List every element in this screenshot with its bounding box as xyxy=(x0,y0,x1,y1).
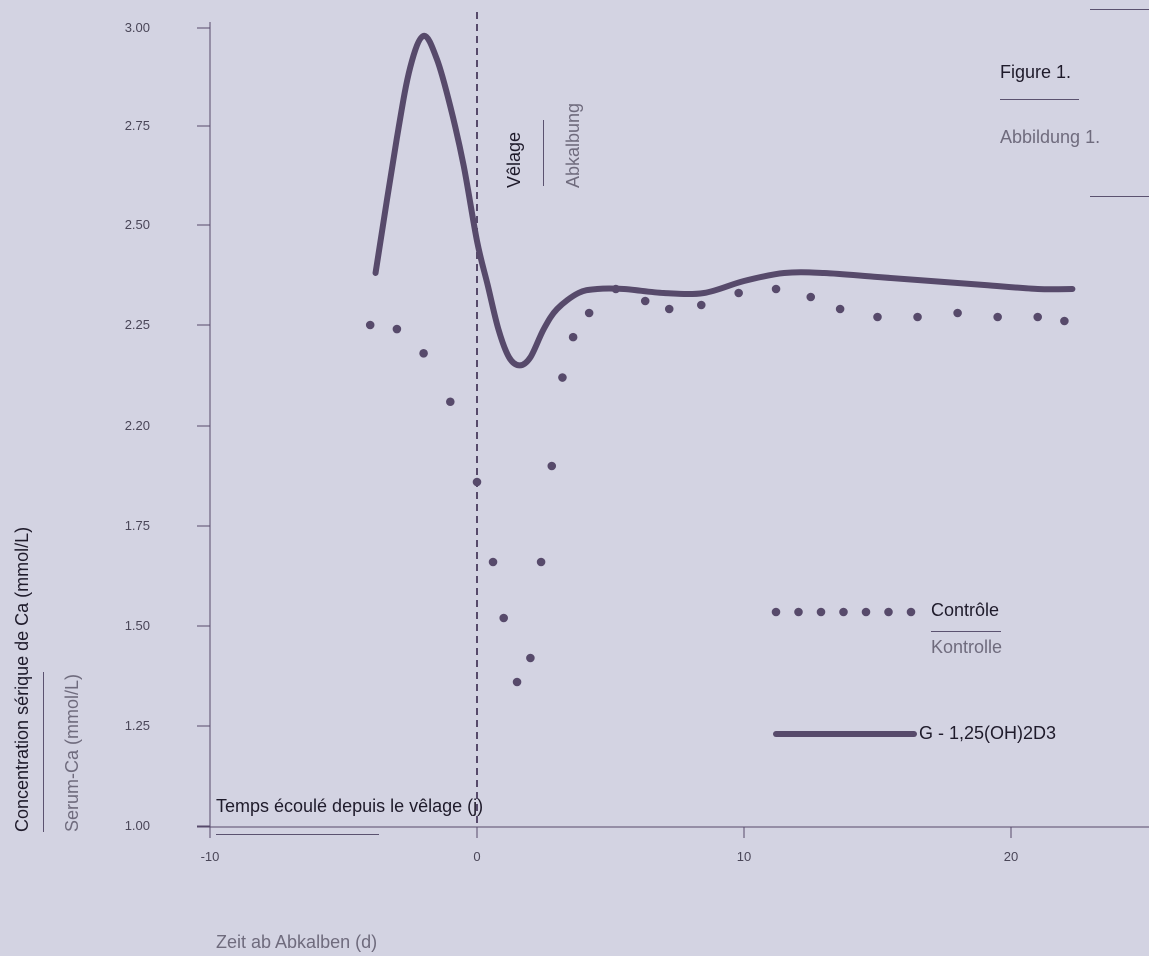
figure-bottom-rule xyxy=(1090,196,1149,197)
calving-annotation-label: Vêlage xyxy=(504,131,524,188)
series-control-point xyxy=(611,284,621,294)
legend-control-marker xyxy=(884,607,893,617)
legend-control-marker xyxy=(794,607,803,617)
y-tick-label: 1.00 xyxy=(125,818,150,833)
figure-title-divider xyxy=(1000,99,1079,100)
y-axis-title-de: Serum-Ca (mmol/L) xyxy=(62,673,82,832)
figure-top-rule xyxy=(1090,9,1149,10)
legend-treatment-label: G - 1,25(OH)2D3 xyxy=(919,723,1057,743)
legend-control-label-de: Kontrolle xyxy=(931,637,1003,657)
y-tick-label: 2.75 xyxy=(125,118,150,133)
series-treatment-line xyxy=(372,32,1076,369)
series-control-point xyxy=(488,557,498,567)
series-control-point xyxy=(953,308,962,318)
series-control-point xyxy=(1033,312,1042,322)
series-control-point xyxy=(568,332,578,342)
x-tick-label: 0 xyxy=(473,849,480,864)
series-control-point xyxy=(365,320,375,330)
legend-control-label: Contrôle xyxy=(931,600,1000,620)
y-axis-title-divider xyxy=(43,672,44,832)
y-tick-label: 1.75 xyxy=(125,518,150,533)
series-control-point xyxy=(499,613,509,623)
x-axis-title: Temps écoulé depuis le vêlage (j) xyxy=(216,796,484,816)
y-tick-label: 1.25 xyxy=(125,718,150,733)
series-control-point xyxy=(446,397,455,407)
series-control-point xyxy=(584,308,594,318)
x-tick-label: -10 xyxy=(201,849,220,864)
series-control-point xyxy=(392,324,402,334)
y-tick-label: 2.50 xyxy=(125,217,150,232)
x-tick-label: 10 xyxy=(737,849,751,864)
series-control-point xyxy=(472,477,482,487)
calving-annotation-label-de: Abkalbung xyxy=(563,102,583,188)
legend-control-marker xyxy=(861,607,871,617)
series-control-point xyxy=(558,373,567,382)
x-axis-title-de: Zeit ab Abkalben (d) xyxy=(216,932,378,952)
calving-annotation-divider xyxy=(543,120,544,186)
y-tick-label: 2.25 xyxy=(125,317,150,332)
series-control-point xyxy=(526,653,535,663)
legend-control-marker xyxy=(906,607,916,617)
series-control-point xyxy=(547,461,557,471)
series-control-point xyxy=(771,284,781,294)
y-tick-label: 1.50 xyxy=(125,618,150,633)
y-axis-title: Concentration sérique de Ca (mmol/L) xyxy=(12,526,32,832)
x-axis-title-divider xyxy=(216,834,379,835)
y-tick-label: 2.20 xyxy=(125,418,150,433)
series-control-point xyxy=(734,288,743,298)
figure-title-de: Abbildung 1. xyxy=(1000,127,1101,147)
legend-control-marker xyxy=(816,607,826,617)
legend-control-marker xyxy=(771,607,781,617)
legend-control-divider xyxy=(931,631,1001,632)
series-control-point xyxy=(1060,316,1069,326)
series-control-point xyxy=(664,304,674,314)
series-control-point xyxy=(993,312,1002,322)
figure-title: Figure 1. xyxy=(1000,62,1072,82)
legend-control-marker xyxy=(839,607,848,617)
series-control-point xyxy=(835,304,845,314)
series-control-point xyxy=(640,296,650,306)
series-control-point xyxy=(696,300,706,310)
y-tick-label: 3.00 xyxy=(125,20,150,35)
x-tick-label: 20 xyxy=(1004,849,1018,864)
series-control-point xyxy=(536,557,546,567)
series-control-point xyxy=(512,677,522,687)
series-control-point xyxy=(873,312,882,322)
series-control-point xyxy=(419,348,428,358)
series-control-point xyxy=(913,312,922,322)
series-control-point xyxy=(806,292,816,302)
